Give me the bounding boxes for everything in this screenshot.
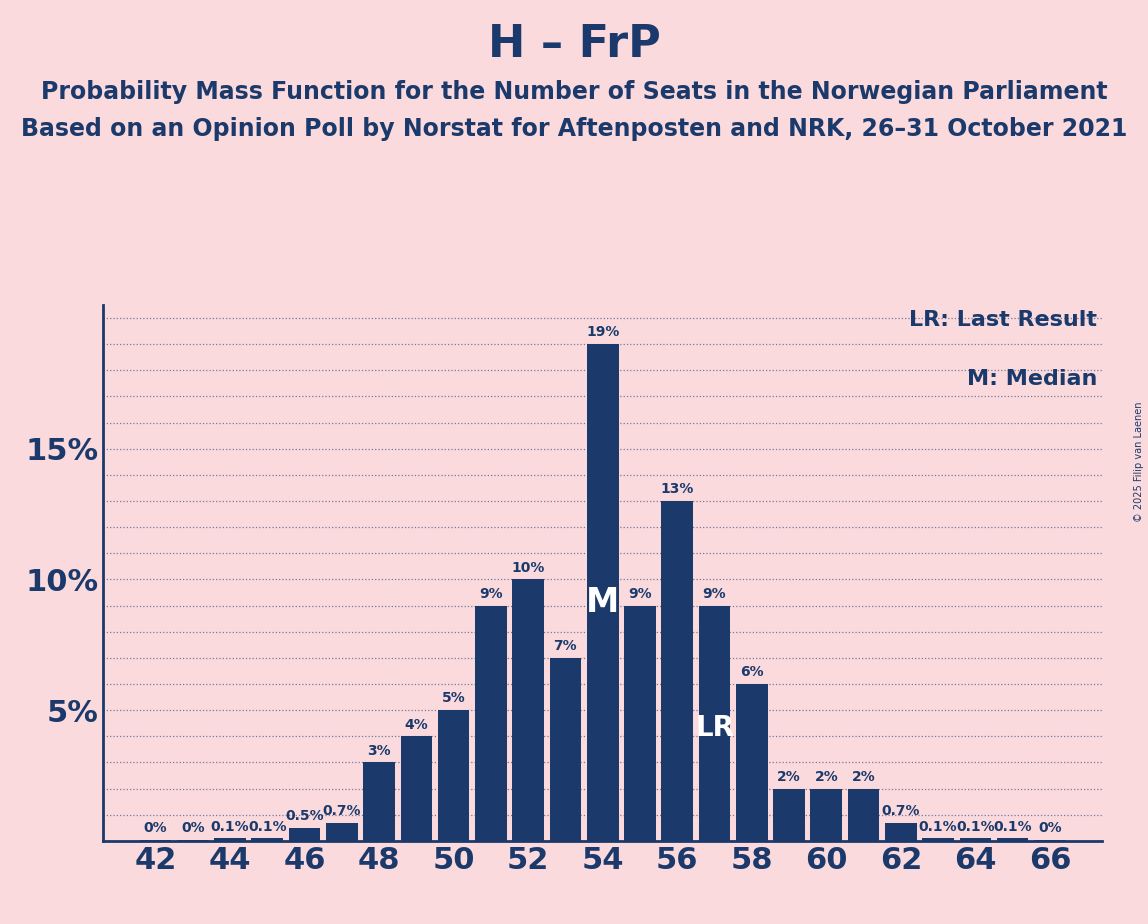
Text: H – FrP: H – FrP <box>488 23 660 67</box>
Text: 0.7%: 0.7% <box>323 804 362 818</box>
Text: Probability Mass Function for the Number of Seats in the Norwegian Parliament: Probability Mass Function for the Number… <box>40 80 1108 104</box>
Bar <box>251 838 284 841</box>
Text: 0%: 0% <box>181 821 204 834</box>
Text: LR: LR <box>695 714 734 742</box>
Bar <box>550 658 581 841</box>
Text: 3%: 3% <box>367 744 391 758</box>
Bar <box>625 605 656 841</box>
Text: LR: Last Result: LR: Last Result <box>909 310 1097 330</box>
Bar <box>437 711 470 841</box>
Bar <box>512 579 544 841</box>
Text: 10%: 10% <box>512 561 545 575</box>
Bar <box>587 344 619 841</box>
Bar <box>401 736 432 841</box>
Text: Based on an Opinion Poll by Norstat for Aftenposten and NRK, 26–31 October 2021: Based on an Opinion Poll by Norstat for … <box>21 117 1127 141</box>
Text: 0%: 0% <box>144 821 168 834</box>
Bar <box>774 788 805 841</box>
Text: 5%: 5% <box>442 691 465 705</box>
Text: 9%: 9% <box>479 587 503 601</box>
Bar <box>885 822 916 841</box>
Bar <box>847 788 879 841</box>
Text: 0.7%: 0.7% <box>882 804 920 818</box>
Text: © 2025 Filip van Laenen: © 2025 Filip van Laenen <box>1134 402 1143 522</box>
Text: 0.1%: 0.1% <box>211 820 249 833</box>
Bar <box>1034 840 1065 841</box>
Text: 2%: 2% <box>814 770 838 784</box>
Text: 0.5%: 0.5% <box>285 809 324 823</box>
Text: M: M <box>587 586 619 619</box>
Bar <box>922 838 954 841</box>
Text: 19%: 19% <box>585 325 620 339</box>
Bar <box>699 605 730 841</box>
Bar <box>363 762 395 841</box>
Bar <box>326 822 358 841</box>
Text: 13%: 13% <box>660 482 693 496</box>
Bar <box>736 684 768 841</box>
Text: 2%: 2% <box>777 770 801 784</box>
Bar <box>177 840 209 841</box>
Text: 0.1%: 0.1% <box>993 820 1032 833</box>
Text: 9%: 9% <box>628 587 652 601</box>
Text: 0%: 0% <box>1038 821 1062 834</box>
Text: 6%: 6% <box>740 665 763 679</box>
Bar <box>140 840 171 841</box>
Text: M: Median: M: Median <box>967 370 1097 389</box>
Text: 0.1%: 0.1% <box>918 820 957 833</box>
Text: 9%: 9% <box>703 587 727 601</box>
Bar <box>996 838 1029 841</box>
Bar <box>661 501 693 841</box>
Bar <box>960 838 991 841</box>
Text: 4%: 4% <box>404 718 428 732</box>
Text: 0.1%: 0.1% <box>956 820 994 833</box>
Bar <box>289 828 320 841</box>
Text: 0.1%: 0.1% <box>248 820 287 833</box>
Bar <box>215 838 246 841</box>
Bar <box>475 605 506 841</box>
Text: 7%: 7% <box>553 639 577 653</box>
Text: 2%: 2% <box>852 770 876 784</box>
Bar <box>810 788 843 841</box>
